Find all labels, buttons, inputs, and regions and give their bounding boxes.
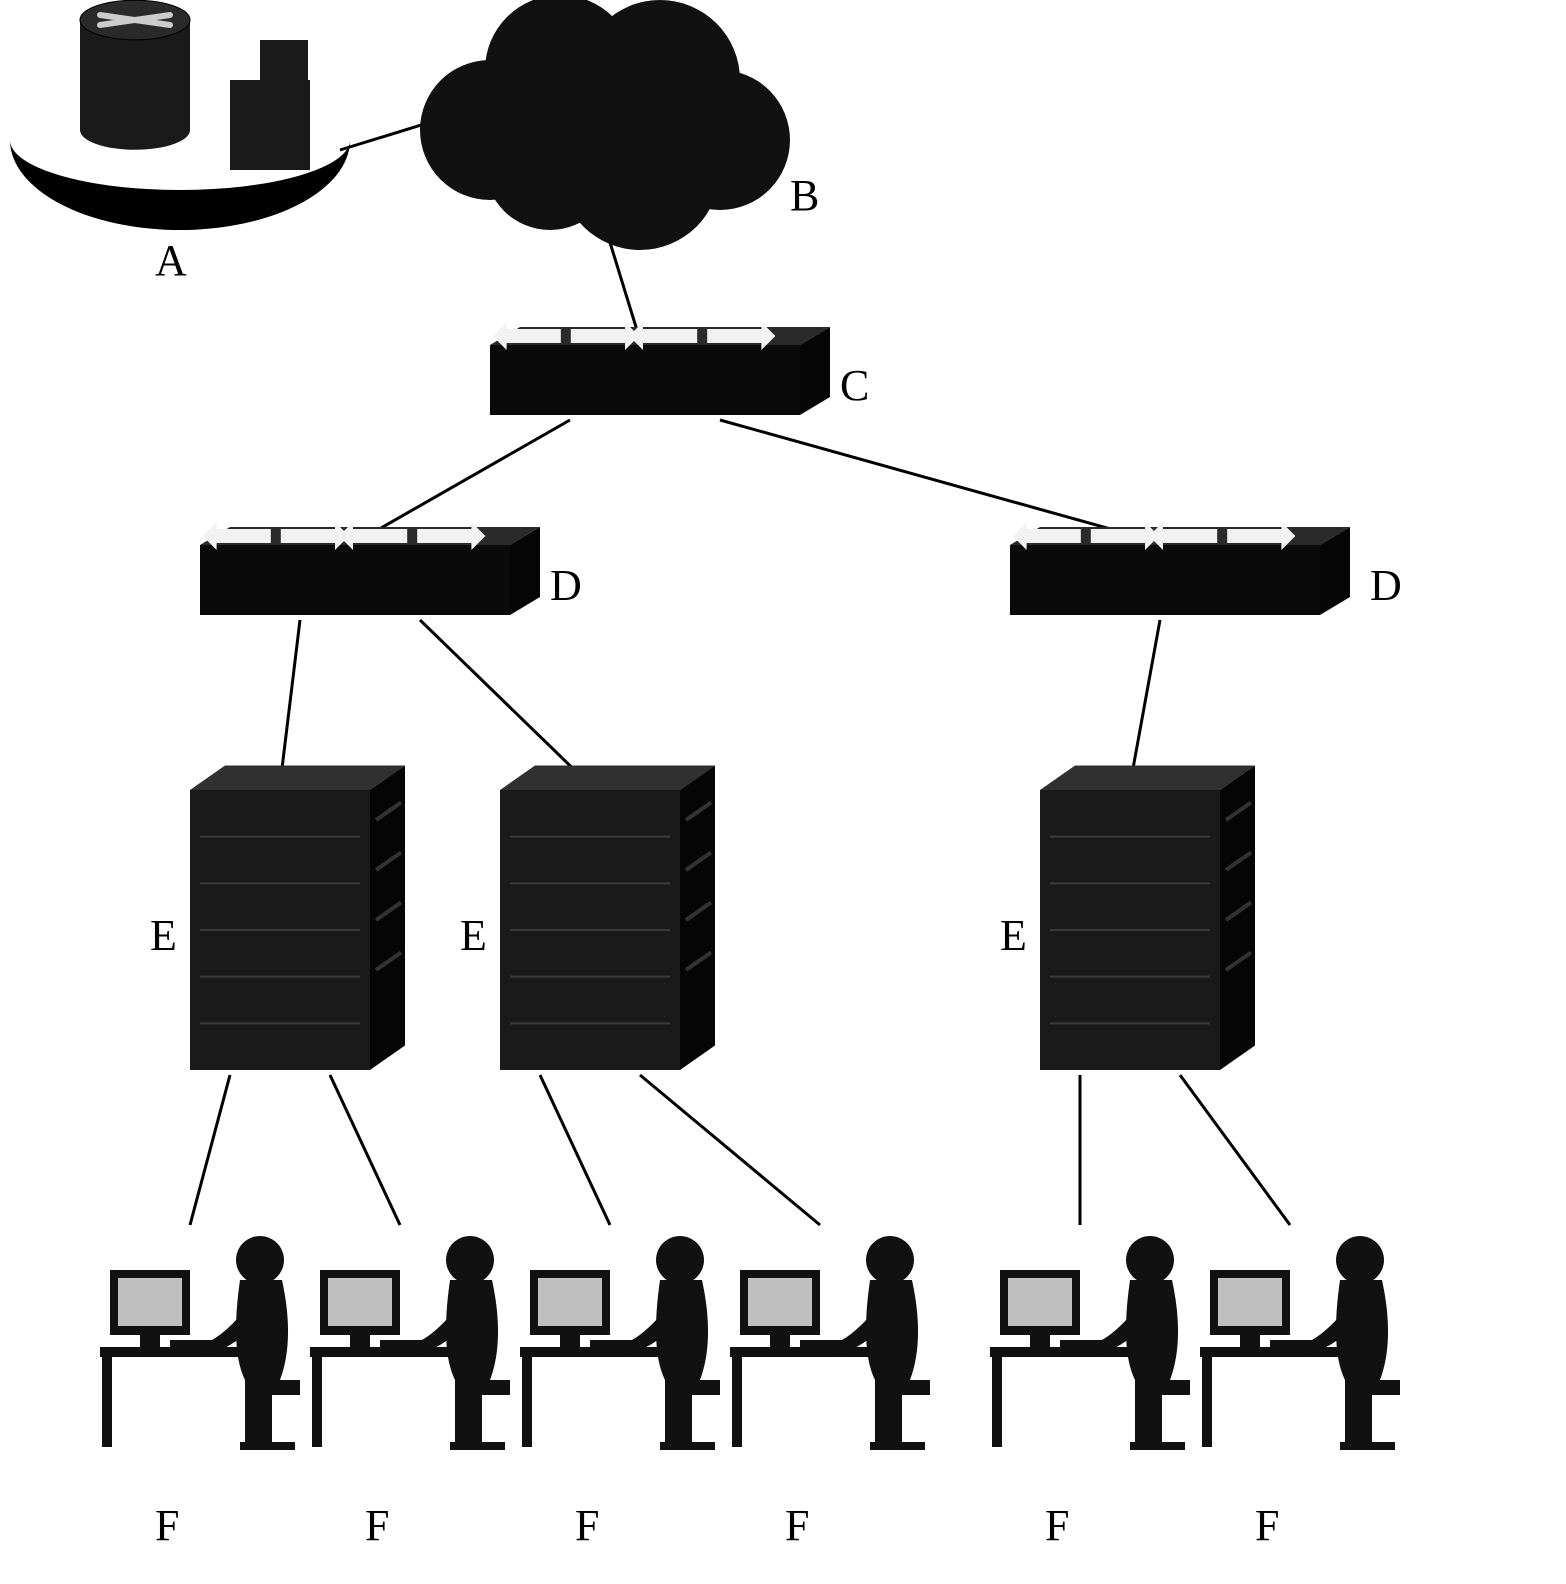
node-E1-server [190,766,405,1071]
edge [640,1075,820,1225]
node-D2-switch [1010,522,1350,615]
svg-text:F: F [365,1501,389,1550]
node-F5-user [990,1236,1190,1450]
svg-text:F: F [575,1501,599,1550]
svg-text:E: E [150,911,177,960]
svg-text:F: F [785,1501,809,1550]
edge [420,620,590,785]
edge [1130,620,1160,785]
edge [190,1075,230,1225]
svg-text:A: A [155,236,187,285]
svg-text:D: D [550,561,582,610]
svg-text:B: B [790,171,819,220]
svg-text:C: C [840,361,869,410]
svg-text:E: E [460,911,487,960]
svg-text:D: D [1370,561,1402,610]
svg-text:F: F [1255,1501,1279,1550]
svg-text:F: F [155,1501,179,1550]
node-F4-user [730,1236,930,1450]
node-C-switch [490,322,830,415]
edge [720,420,1150,540]
node-F3-user [520,1236,720,1450]
edge [1180,1075,1290,1225]
node-F1-user [100,1236,300,1450]
node-A [10,0,350,230]
node-F2-user [310,1236,510,1450]
edge [360,420,570,540]
node-B-cloud [420,0,790,250]
svg-text:F: F [1045,1501,1069,1550]
edge [540,1075,610,1225]
node-E3-server [1040,766,1255,1071]
node-D1-switch [200,522,540,615]
node-E2-server [500,766,715,1071]
node-F6-user [1200,1236,1400,1450]
edge [280,620,300,785]
svg-text:E: E [1000,911,1027,960]
edge [330,1075,400,1225]
